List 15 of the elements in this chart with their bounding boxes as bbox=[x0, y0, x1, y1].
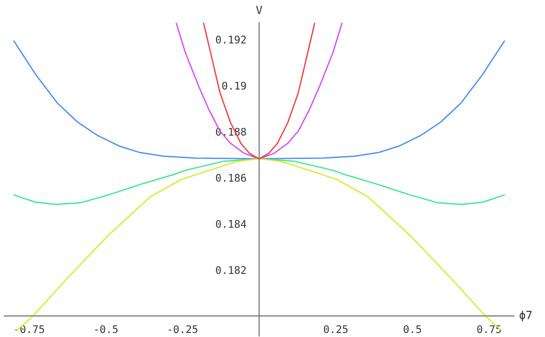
x-tick-label: -0.25 bbox=[168, 325, 198, 334]
line-series bbox=[203, 22, 316, 160]
y-axis-title: V bbox=[256, 6, 262, 14]
y-tick-label: 0.186 bbox=[216, 174, 246, 182]
x-tick-label: 0.25 bbox=[324, 325, 348, 334]
x-tick-label: 0.5 bbox=[404, 325, 422, 334]
y-tick-label: 0.192 bbox=[216, 36, 246, 44]
x-tick-label: -0.5 bbox=[95, 325, 118, 334]
x-axis-title: ϕ7 bbox=[520, 310, 532, 322]
y-tick-label: 0.19 bbox=[222, 82, 246, 90]
line-series bbox=[13, 158, 506, 206]
line-series bbox=[16, 158, 502, 332]
y-tick-label: 0.182 bbox=[216, 266, 246, 274]
y-tick-label: 0.184 bbox=[216, 220, 246, 228]
line-series bbox=[176, 22, 343, 160]
